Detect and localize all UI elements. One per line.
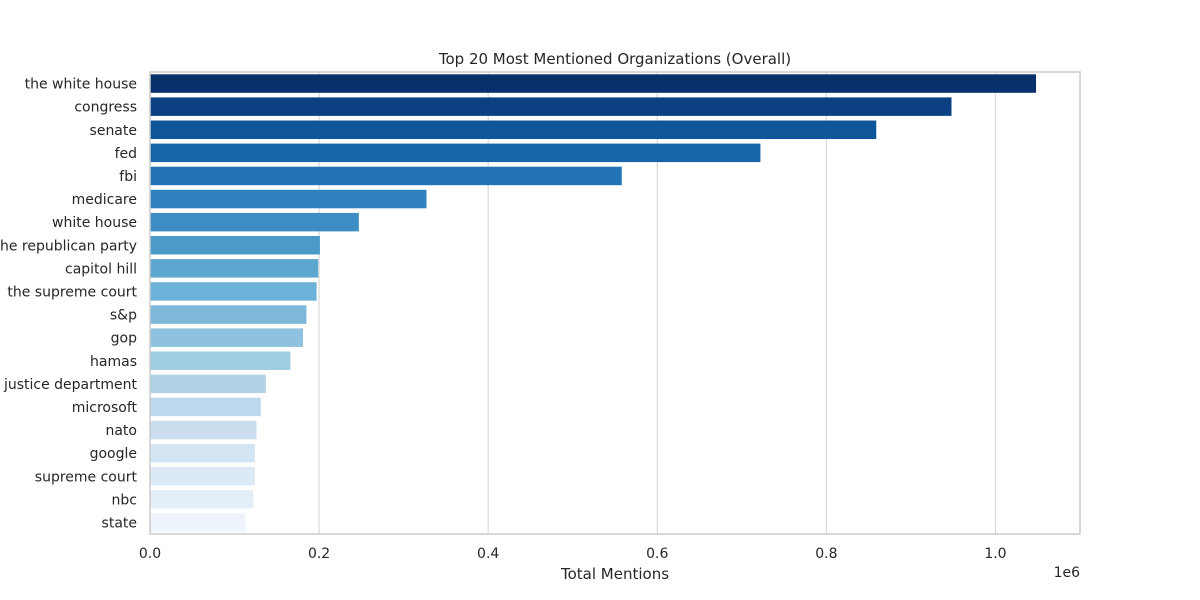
bar (150, 189, 427, 209)
category-label: capitol hill (65, 261, 137, 277)
bar (150, 397, 261, 417)
category-label: the republican party (0, 238, 137, 254)
x-tick-label: 0.0 (139, 546, 161, 562)
bar (150, 374, 266, 394)
chart-title: Top 20 Most Mentioned Organizations (Ove… (438, 50, 791, 68)
x-tick-label: 0.8 (815, 546, 837, 562)
x-tick-label: 0.4 (477, 546, 499, 562)
category-label: white house (52, 215, 137, 231)
bars (150, 74, 1037, 532)
bar (150, 212, 359, 232)
category-label: fbi (119, 169, 137, 185)
category-label: fed (115, 146, 137, 162)
bar (150, 166, 622, 186)
x-scale-exponent: 1e6 (1054, 565, 1081, 581)
category-label: the justice department (0, 377, 138, 393)
bar (150, 282, 317, 301)
category-label: congress (74, 100, 137, 116)
category-label: s&p (110, 308, 137, 324)
bar (150, 120, 877, 139)
bar (150, 420, 257, 440)
bar (150, 351, 291, 370)
plot-frame (149, 71, 1081, 535)
bar (150, 328, 304, 347)
bar (150, 490, 254, 509)
x-axis-label: Total Mentions (560, 565, 669, 583)
x-tick-label: 0.6 (646, 546, 668, 562)
bar (150, 305, 307, 324)
x-tick-label: 1.0 (984, 546, 1006, 562)
bar (150, 259, 319, 278)
x-tick-label: 0.2 (308, 546, 330, 562)
category-label: the white house (25, 77, 137, 93)
category-label: microsoft (72, 400, 138, 416)
category-label: nbc (112, 492, 137, 508)
category-label: google (90, 446, 137, 462)
category-label: medicare (72, 192, 137, 208)
category-label: state (102, 515, 137, 531)
grid-lines (318, 72, 997, 534)
category-label: gop (111, 331, 137, 347)
category-label: hamas (90, 354, 137, 370)
bar (150, 74, 1037, 93)
bar (150, 513, 246, 532)
category-labels: the white house congress senate fed fbi medic… (0, 77, 138, 532)
bar (150, 443, 255, 463)
category-label: supreme court (35, 469, 138, 485)
bar (150, 236, 320, 255)
x-tick-labels: 0.0 0.2 0.4 0.6 0.8 1.0 (139, 546, 1007, 562)
category-label: senate (90, 123, 137, 139)
bar (150, 467, 255, 486)
category-label: nato (105, 423, 137, 439)
category-label: the supreme court (7, 284, 137, 300)
bar (150, 143, 761, 163)
bar (150, 97, 952, 116)
